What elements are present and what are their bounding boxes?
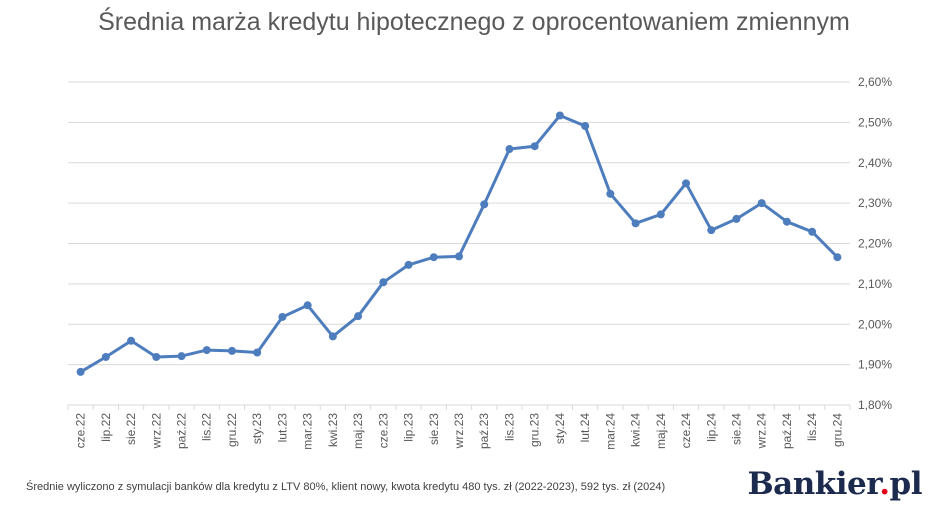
- data-point: [782, 217, 791, 226]
- x-tick-label: gru.24: [830, 413, 844, 447]
- data-point: [732, 214, 741, 223]
- y-tick-label: 2,30%: [858, 196, 892, 210]
- footnote: Średnie wyliczono z symulacji banków dla…: [26, 481, 666, 493]
- x-tick-label: sty.23: [250, 413, 264, 444]
- x-tick-label: sie.22: [124, 413, 138, 445]
- y-tick-label: 1,90%: [858, 358, 892, 372]
- data-point: [152, 352, 161, 361]
- data-point: [555, 111, 564, 120]
- x-tick-label: gru.22: [225, 413, 239, 447]
- gridlines: [67, 81, 851, 410]
- data-point: [227, 346, 236, 355]
- data-point: [429, 253, 438, 262]
- data-point: [127, 336, 136, 345]
- data-point: [303, 301, 312, 310]
- y-tick-label: 2,50%: [858, 115, 892, 129]
- data-point: [177, 352, 186, 361]
- x-tick-label: maj.23: [351, 413, 365, 449]
- x-tick-label: cze.22: [74, 413, 88, 449]
- x-tick-label: mar.23: [301, 413, 315, 450]
- y-tick-label: 2,00%: [858, 317, 892, 331]
- x-tick-label: kwi.24: [629, 413, 643, 447]
- data-point: [101, 352, 110, 361]
- y-tick-label: 2,10%: [858, 277, 892, 291]
- data-point: [202, 346, 211, 355]
- data-point: [379, 278, 388, 287]
- y-tick-label: 1,80%: [858, 398, 892, 412]
- x-tick-label: wrz.22: [149, 413, 163, 450]
- data-point: [404, 260, 413, 269]
- series: [76, 111, 842, 376]
- data-point: [328, 332, 337, 341]
- data-point: [757, 199, 766, 208]
- chart-title: Średnia marża kredytu hipotecznego z opr…: [98, 8, 850, 36]
- data-point: [606, 189, 615, 198]
- y-tick-label: 2,40%: [858, 156, 892, 170]
- data-point: [278, 312, 287, 321]
- y-tick-label: 2,20%: [858, 237, 892, 251]
- x-tick-label: lut.23: [275, 413, 289, 443]
- data-point: [480, 200, 489, 209]
- x-tick-label: lut.24: [578, 413, 592, 443]
- x-tick-label: mar.24: [603, 413, 617, 450]
- brand-main: Bankier: [747, 466, 880, 502]
- x-tick-label: lis.23: [502, 413, 516, 441]
- x-tick-label: sty.24: [553, 413, 567, 444]
- data-point: [631, 219, 640, 228]
- data-point: [455, 252, 463, 261]
- brand-dot: .: [879, 466, 890, 502]
- data-point: [656, 210, 665, 219]
- bankier-logo[interactable]: Bankier.pl: [747, 466, 922, 502]
- x-tick-label: gru.23: [528, 413, 542, 447]
- data-point: [505, 145, 514, 154]
- brand-tld: pl: [889, 466, 923, 502]
- x-tick-label: cze.24: [679, 413, 693, 449]
- x-tick-label: paź.23: [477, 413, 491, 449]
- data-point: [530, 142, 539, 151]
- x-tick-label: kwi.23: [326, 413, 340, 447]
- x-tick-label: sie.24: [729, 413, 743, 445]
- x-tick-label: wrz.24: [755, 413, 769, 450]
- x-tick-label: lip.23: [402, 413, 416, 442]
- data-point: [76, 367, 85, 376]
- data-point: [581, 122, 590, 131]
- y-axis-ticks: 1,80% 1,90% 2,00% 2,10% 2,20% 2,30% 2,40% 2,50%…: [858, 75, 892, 412]
- data-point: [354, 312, 363, 321]
- x-tick-label: lis.24: [805, 413, 819, 441]
- data-point: [253, 348, 262, 357]
- data-point: [682, 179, 691, 188]
- x-tick-label: lip.22: [99, 413, 113, 442]
- x-tick-label: paź.24: [780, 413, 794, 449]
- data-point: [808, 227, 817, 236]
- x-tick-label: maj.24: [654, 413, 668, 449]
- data-point: [833, 253, 842, 262]
- data-point: [707, 226, 716, 235]
- x-tick-label: lis.22: [200, 413, 214, 441]
- x-tick-label: wrz.23: [452, 413, 466, 450]
- x-axis-ticks: cze.22 lip.22 sie.22 wrz.22 paź.22 lis.22 gru.…: [74, 413, 845, 450]
- x-tick-label: paź.22: [175, 413, 189, 449]
- x-tick-label: lip.24: [704, 413, 718, 442]
- x-tick-label: cze.23: [376, 413, 390, 449]
- x-tick-label: sie.23: [427, 413, 441, 445]
- y-tick-label: 2,60%: [858, 75, 892, 89]
